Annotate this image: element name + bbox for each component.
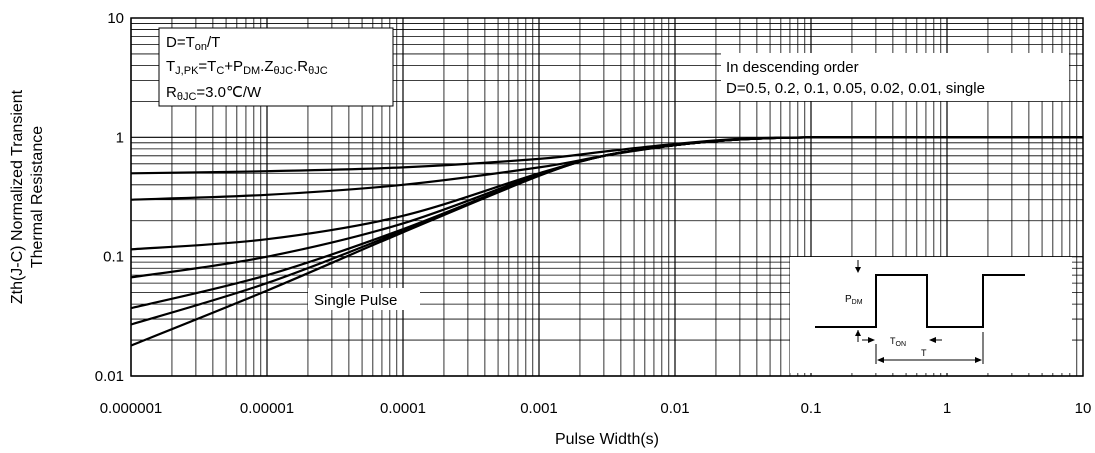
inset-period-label: T [921, 348, 927, 358]
y-tick-labels: 0.01 0.1 1 10 [95, 10, 124, 385]
single-pulse-text: Single Pulse [314, 292, 397, 309]
formula-duty: D=Ton/T [166, 34, 220, 53]
x-tick-label: 0.0001 [380, 400, 426, 417]
formula-box: D=Ton/T TJ,PK=TC+PDM.ZθJC.RθJC RθJC=3.0℃… [158, 27, 394, 107]
plot-frame [130, 17, 1084, 377]
x-tick-label: 0.00001 [240, 400, 294, 417]
x-tick-label: 0.000001 [100, 400, 163, 417]
inset-pdm-label: PDM [845, 294, 863, 306]
series-line-3 [130, 136, 1083, 251]
x-tick-label: 10 [1075, 400, 1092, 417]
x-tick-label: 0.1 [801, 400, 822, 417]
y-tick-label: 0.01 [95, 368, 124, 385]
y-tick-label: 0.1 [103, 249, 124, 266]
y-axis-title-line1: Zth(J-C) Normalized Transient [9, 89, 26, 304]
inset-ton-label: TON [890, 336, 906, 348]
x-tick-label: 0.001 [520, 400, 558, 417]
order-note-line2: D=0.5, 0.2, 0.1, 0.05, 0.02, 0.01, singl… [726, 80, 985, 97]
order-note-line1: In descending order [726, 59, 859, 76]
y-tick-label: 10 [107, 10, 124, 27]
formula-rth: RθJC=3.0℃/W [166, 84, 262, 103]
series-layer [130, 136, 1083, 347]
x-tick-label: 1 [943, 400, 951, 417]
single-pulse-label: Single Pulse [308, 288, 420, 310]
pulse-waveform [815, 274, 1025, 328]
y-axis-title-line2: Thermal Resistance [29, 126, 46, 268]
x-axis-title: Pulse Width(s) [555, 431, 659, 448]
y-axis-title: Zth(J-C) Normalized Transient Thermal Re… [9, 89, 46, 304]
y-tick-label: 1 [116, 129, 124, 146]
series-line-2 [130, 136, 1083, 201]
formula-tj: TJ,PK=TC+PDM.ZθJC.RθJC [166, 58, 328, 77]
x-tick-label: 0.01 [660, 400, 689, 417]
pulse-waveform-inset: PDM TON T [790, 257, 1072, 373]
series-line-7 [130, 136, 1083, 347]
order-note: In descending order D=0.5, 0.2, 0.1, 0.0… [721, 53, 1069, 101]
x-tick-labels: 0.000001 0.00001 0.0001 0.001 0.01 0.1 1 10 [100, 400, 1092, 417]
